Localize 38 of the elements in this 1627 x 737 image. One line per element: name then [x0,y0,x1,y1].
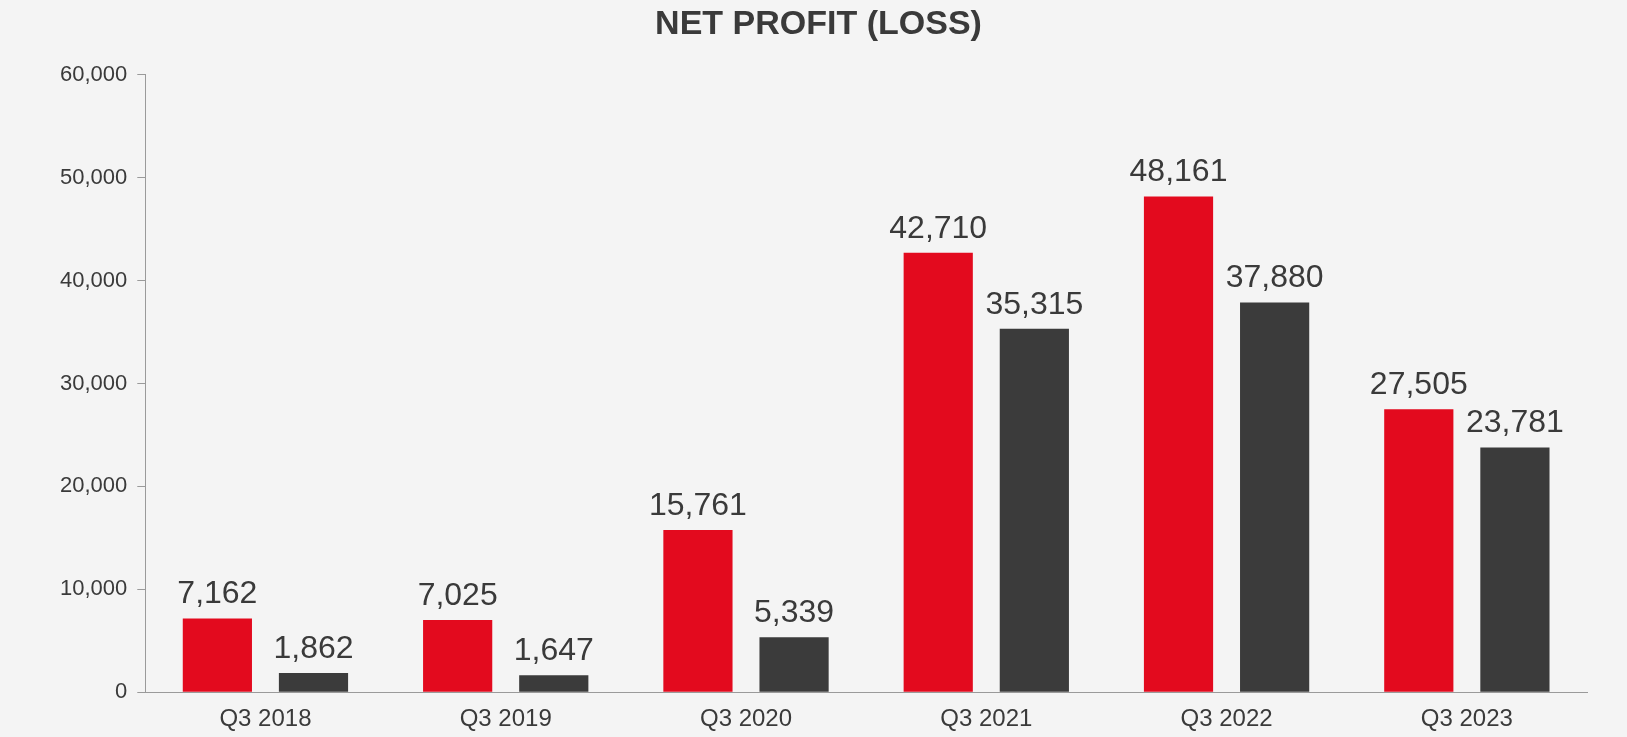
bar [903,252,973,692]
chart-title: NET PROFIT (LOSS) [655,2,982,41]
data-label: 7,025 [417,575,498,612]
bar [182,618,252,692]
x-tick-label: Q3 2019 [459,704,552,732]
y-tick-label: 30,000 [59,369,128,395]
data-label: 15,761 [649,485,747,522]
x-tick-label: Q3 2018 [219,704,312,732]
bar [278,673,349,692]
data-label: 5,339 [754,593,835,630]
data-label: 42,710 [889,208,988,245]
data-label: 7,162 [177,574,258,611]
bar [663,530,733,692]
bar [1480,447,1550,692]
bar [519,675,589,692]
bar [1240,302,1310,692]
x-tick-label: Q3 2021 [940,704,1033,732]
y-tick-label: 50,000 [59,163,128,189]
data-label: 1,862 [273,628,354,665]
data-label: 48,161 [1129,152,1228,189]
data-label: 1,647 [513,631,594,668]
y-tick-label: 20,000 [59,472,128,498]
x-tick-label: Q3 2020 [699,704,793,732]
y-tick-label: 10,000 [59,575,128,601]
data-label: 35,315 [985,284,1084,321]
y-tick-label: 40,000 [59,266,128,292]
data-label: 23,781 [1465,403,1564,440]
bar [999,328,1069,692]
bar [1143,196,1214,692]
data-label: 27,505 [1369,365,1468,401]
y-tick-label: 0 [115,678,128,704]
bar [1384,409,1454,692]
data-label: 37,880 [1225,258,1324,295]
x-tick-label: Q3 2023 [1420,704,1513,732]
bar [423,619,493,692]
x-tick-label: Q3 2022 [1180,704,1273,732]
y-tick-label: 60,000 [59,60,128,86]
bar [759,637,829,692]
